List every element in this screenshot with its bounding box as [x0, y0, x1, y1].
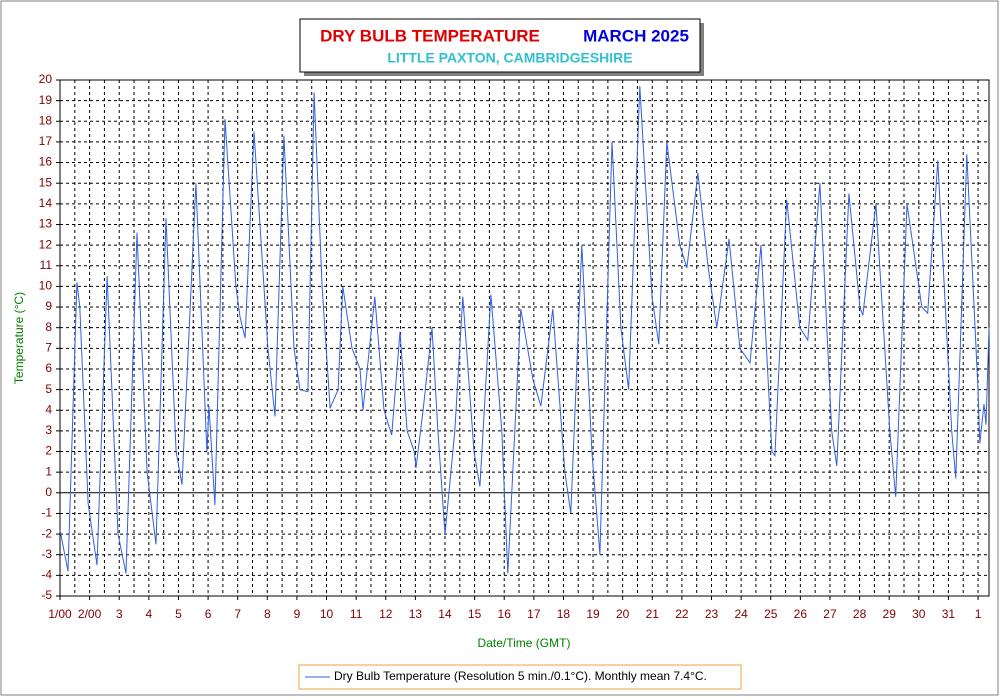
x-tick-label: 25	[764, 607, 778, 621]
y-tick-label: -3	[41, 547, 52, 561]
y-tick-label: 14	[39, 196, 53, 210]
x-tick-label: 26	[794, 607, 808, 621]
y-tick-label: 6	[45, 361, 52, 375]
y-tick-label: -5	[41, 588, 52, 602]
x-tick-label: 31	[942, 607, 956, 621]
chart-subtitle: LITTLE PAXTON, CAMBRIDGESHIRE	[387, 50, 632, 66]
legend-box	[298, 664, 742, 690]
y-tick-label: 9	[45, 299, 52, 313]
x-tick-label: 19	[586, 607, 600, 621]
x-tick-label: 29	[883, 607, 897, 621]
y-tick-label: 19	[39, 93, 53, 107]
y-tick-label: 8	[45, 320, 52, 334]
y-tick-label: 15	[39, 175, 53, 189]
y-tick-label: 4	[45, 402, 52, 416]
x-tick-label: 5	[175, 607, 182, 621]
y-tick-label: -4	[41, 568, 52, 582]
title-box	[299, 18, 701, 73]
y-tick-label: 1	[45, 464, 52, 478]
x-tick-label: 22	[675, 607, 689, 621]
x-tick-label: 12	[379, 607, 393, 621]
x-axis-label: Date/Time (GMT)	[478, 636, 571, 650]
y-tick-label: 2	[45, 444, 52, 458]
x-tick-label: 17	[527, 607, 541, 621]
y-tick-label: 3	[45, 423, 52, 437]
y-tick-label: 12	[39, 237, 53, 251]
y-tick-label: 7	[45, 340, 52, 354]
x-tick-label: 21	[646, 607, 660, 621]
x-tick-label: 28	[853, 607, 867, 621]
x-tick-label: 27	[823, 607, 837, 621]
chart-title-date: MARCH 2025	[583, 26, 689, 45]
chart-title: DRY BULB TEMPERATURE	[320, 26, 540, 45]
y-tick-label: 11	[40, 258, 53, 272]
y-axis-label: Temperature (°C)	[12, 292, 26, 384]
y-tick-label: 18	[39, 113, 53, 127]
x-tick-label: 8	[264, 607, 271, 621]
y-tick-label: 5	[45, 382, 52, 396]
x-tick-label: 9	[294, 607, 301, 621]
y-tick-label: 17	[39, 134, 53, 148]
y-tick-label: 20	[39, 72, 53, 86]
y-tick-label: 10	[39, 279, 53, 293]
x-tick-label: 1	[975, 607, 982, 621]
x-tick-label: 7	[234, 607, 241, 621]
x-tick-label: 30	[912, 607, 926, 621]
y-tick-label: 0	[45, 485, 52, 499]
x-tick-label: 14	[438, 607, 452, 621]
y-tick-label: 13	[39, 217, 53, 231]
y-tick-label: 16	[39, 155, 53, 169]
x-tick-label: 16	[498, 607, 512, 621]
x-tick-label: 6	[205, 607, 212, 621]
temperature-line	[59, 86, 990, 574]
x-tick-label: 13	[409, 607, 423, 621]
x-tick-label: 24	[734, 607, 748, 621]
y-tick-label: -1	[41, 506, 52, 520]
x-tick-label: 4	[145, 607, 152, 621]
x-tick-label: 3	[116, 607, 123, 621]
legend-label: Dry Bulb Temperature (Resolution 5 min./…	[334, 669, 707, 683]
plot-area	[60, 80, 989, 596]
x-tick-label: 1/00	[48, 607, 72, 621]
x-tick-label: 15	[468, 607, 482, 621]
y-tick-label: -2	[41, 526, 52, 540]
x-tick-label: 10	[320, 607, 334, 621]
x-tick-label: 23	[705, 607, 719, 621]
x-tick-label: 2/00	[78, 607, 102, 621]
x-tick-label: 11	[350, 607, 363, 621]
x-tick-label: 20	[616, 607, 630, 621]
x-tick-label: 18	[557, 607, 571, 621]
